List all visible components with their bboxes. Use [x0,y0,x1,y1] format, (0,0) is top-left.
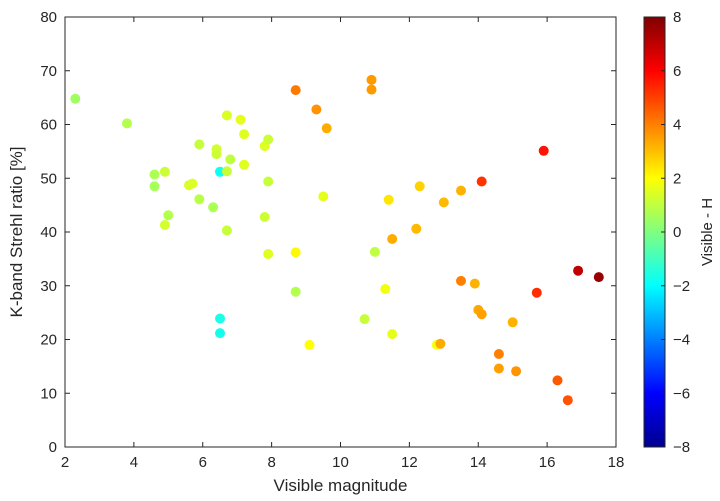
colorbar-tick-label: 8 [673,9,681,26]
colorbar-tick-label: −6 [673,385,690,402]
data-point [507,317,518,328]
data-point [239,159,250,170]
data-point [411,223,422,234]
data-point [290,247,301,258]
data-point [456,275,466,286]
x-tick-label: 12 [401,454,418,471]
data-points [70,74,604,406]
colorbar-tick-label: 2 [673,170,681,187]
data-point [149,181,160,192]
data-point [263,249,274,259]
data-point [208,202,219,213]
data-point [369,246,380,257]
y-tick-label: 10 [40,385,57,402]
colorbar-tick-label: −8 [673,439,690,456]
x-tick-label: 4 [130,454,138,471]
data-point [493,363,504,374]
data-point [194,194,205,205]
data-point [321,123,332,134]
data-point [476,309,487,320]
x-tick-label: 18 [608,454,625,471]
y-tick-label: 40 [40,224,57,241]
data-point [493,349,504,359]
data-point [538,145,549,156]
data-point [263,134,274,145]
data-point [366,74,377,85]
data-point [387,329,398,340]
data-point [163,210,174,221]
data-point [438,197,449,208]
data-point [456,185,466,196]
data-point [593,272,604,283]
y-tick-label: 70 [40,63,57,80]
data-point [225,154,236,165]
data-point [194,139,205,150]
data-point [435,338,446,349]
data-point [511,366,522,377]
data-point [311,104,322,115]
x-axis-ticks: 2 4 6 8 10 12 14 16 18 [61,17,625,471]
data-point [304,339,315,350]
colorbar-tick-label: −4 [673,332,690,349]
y-tick-label: 50 [40,170,57,187]
data-point [380,284,391,294]
y-tick-label: 80 [40,9,57,26]
data-point [290,85,301,96]
data-point [573,265,584,276]
y-axis-label: K-band Strehl ratio [%] [7,146,26,317]
data-point [387,234,398,244]
data-point [122,118,132,129]
data-point [318,191,329,202]
colorbar-tick-label: −2 [673,278,690,295]
data-point [211,149,222,160]
data-point [221,225,232,236]
y-tick-label: 20 [40,332,57,349]
data-point [215,328,225,339]
y-tick-label: 0 [49,439,57,456]
data-point [531,287,542,298]
data-point [290,286,301,297]
x-tick-label: 2 [61,454,69,471]
data-point [263,176,274,187]
data-point [562,395,573,406]
data-point [414,181,425,192]
data-point [221,166,232,177]
data-point [184,180,194,191]
plot-area [65,17,616,447]
y-tick-label: 30 [40,278,57,295]
data-point [383,194,394,205]
colorbar-tick-label: 0 [673,224,681,241]
data-point [552,375,563,386]
colorbar-label: Visible - H [699,198,716,266]
data-point [259,212,270,222]
data-point [215,313,225,324]
data-point [235,114,246,125]
data-point [70,93,81,104]
colorbar-tick-label: 6 [673,63,681,80]
y-tick-label: 60 [40,117,57,134]
x-tick-label: 6 [199,454,207,471]
x-tick-label: 10 [332,454,349,471]
plot-frame [64,16,617,448]
data-point [149,169,160,180]
colorbar-tick-label: 4 [673,117,681,134]
data-point [221,110,232,121]
x-axis-label: Visible magnitude [274,476,408,495]
data-point [366,84,377,95]
x-tick-label: 8 [267,454,275,471]
data-point [159,220,170,230]
x-tick-label: 16 [539,454,556,471]
data-point [359,314,370,325]
data-point [476,176,487,187]
data-point [239,129,250,140]
x-tick-label: 14 [470,454,487,471]
data-point [469,278,480,289]
colorbar-ticks: 8 6 4 2 0 −2 −4 −6 −8 [661,9,690,456]
data-point [159,166,170,177]
